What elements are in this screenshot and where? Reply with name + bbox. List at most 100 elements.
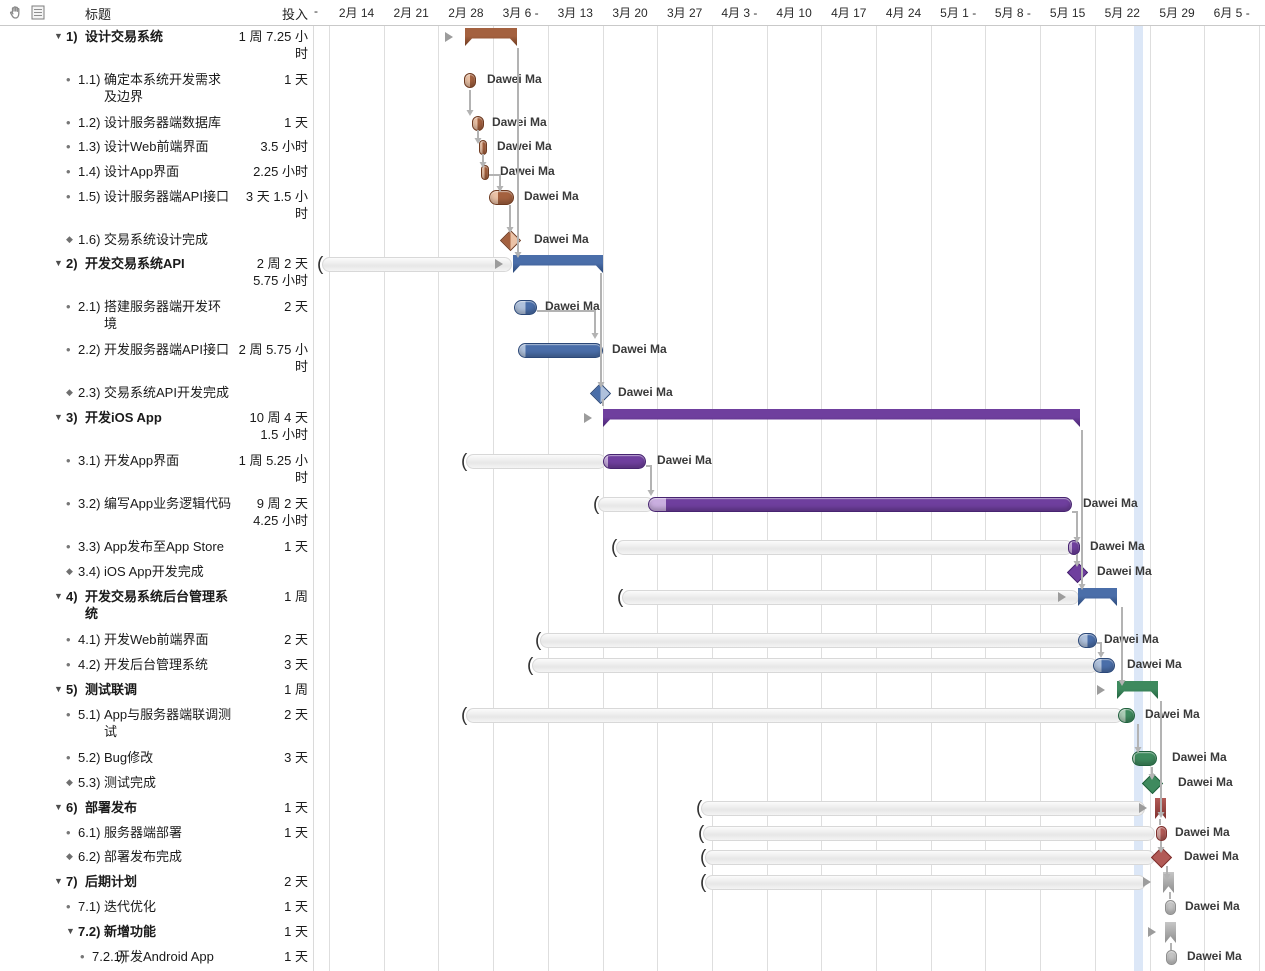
task-bar[interactable] <box>1078 633 1097 648</box>
task-row[interactable]: • 4.1) 开发Web前端界面 2 天 <box>0 628 313 653</box>
task-row[interactable]: ◆ 3.4) iOS App开发完成 <box>0 560 313 585</box>
task-bar[interactable] <box>464 73 476 88</box>
task-bar[interactable] <box>489 190 514 205</box>
task-bar[interactable] <box>1068 540 1080 555</box>
task-bar[interactable] <box>1093 658 1115 673</box>
task-row[interactable]: • 5.1) App与服务器端联调测试 2 天 <box>0 703 313 746</box>
disclosure-triangle-icon[interactable]: ▼ <box>54 591 63 601</box>
task-row[interactable]: • 1.2) 设计服务器端数据库 1 天 <box>0 111 313 135</box>
assignee-label: Dawei Ma <box>1090 539 1145 553</box>
task-row[interactable]: • 3.1) 开发App界面 1 周 5.25 小时 <box>0 449 313 492</box>
task-row[interactable]: • 7.1) 迭代优化 1 天 <box>0 895 313 920</box>
task-bar[interactable] <box>518 343 603 358</box>
panel-divider[interactable] <box>313 0 314 971</box>
task-effort: 3 天 <box>284 657 308 672</box>
slack-capsule[interactable]: ( <box>527 655 1098 676</box>
task-title: 开发App界面 <box>104 453 180 468</box>
task-row[interactable]: • 2.1) 搭建服务器端开发环境 2 天 <box>0 295 313 338</box>
slack-capsule[interactable]: ( <box>317 254 512 275</box>
disclosure-triangle-icon[interactable]: ▼ <box>54 684 63 694</box>
disclosure-triangle-icon[interactable]: ▼ <box>54 31 63 41</box>
slack-capsule[interactable]: ( <box>700 872 1146 893</box>
slack-capsule[interactable]: ( <box>593 494 654 515</box>
task-bar[interactable] <box>1156 826 1167 841</box>
task-number: 2) <box>66 256 78 271</box>
task-row[interactable]: ▼ 1) 设计交易系统 1 周 7.25 小时 <box>0 25 313 68</box>
note-icon[interactable] <box>31 5 46 26</box>
assignee-label: Dawei Ma <box>1127 657 1182 671</box>
summary-bar[interactable] <box>465 28 517 46</box>
task-row[interactable]: • 3.3) App发布至App Store 1 天 <box>0 535 313 560</box>
task-title: 部署发布 <box>85 800 138 815</box>
milestone-diamond[interactable] <box>589 382 612 405</box>
task-row[interactable]: • 1.4) 设计App界面 2.25 小时 <box>0 160 313 185</box>
milestone-diamond[interactable] <box>499 229 522 252</box>
summary-flag[interactable] <box>1163 872 1174 893</box>
task-bar[interactable] <box>514 300 537 315</box>
week-gridline <box>1258 0 1260 971</box>
summary-bar[interactable] <box>513 255 603 273</box>
task-row[interactable]: ▼ 7) 后期计划 2 天 <box>0 870 313 895</box>
task-bar[interactable] <box>472 116 484 131</box>
summary-flag[interactable] <box>1165 922 1176 943</box>
task-bar[interactable] <box>1118 708 1135 723</box>
task-row[interactable]: ▼ 7.2) 新增功能 1 天 <box>0 920 313 945</box>
slack-capsule[interactable]: ( <box>611 537 1073 558</box>
task-row[interactable]: ▼ 6) 部署发布 1 天 <box>0 796 313 821</box>
slack-capsule[interactable]: ( <box>535 630 1083 651</box>
column-header-effort[interactable]: 投入 <box>281 7 308 22</box>
task-bullet-icon: • <box>66 657 71 672</box>
task-row[interactable]: ◆ 6.2) 部署发布完成 <box>0 845 313 870</box>
milestone-diamond[interactable] <box>1150 846 1173 869</box>
milestone-diamond[interactable] <box>1066 561 1089 584</box>
task-row[interactable]: • 1.1) 确定本系统开发需求及边界 1 天 <box>0 68 313 111</box>
week-gridline <box>329 0 330 971</box>
slack-capsule[interactable]: ( <box>617 587 1079 608</box>
disclosure-triangle-icon[interactable]: ▼ <box>54 876 63 886</box>
task-row[interactable]: • 4.2) 开发后台管理系统 3 天 <box>0 653 313 678</box>
summary-bar[interactable] <box>603 409 1080 427</box>
task-bar[interactable] <box>603 454 646 469</box>
task-effort: 2.25 小时 <box>253 164 308 179</box>
task-row[interactable]: ▼ 2) 开发交易系统API 2 周 2 天 5.75 小时 <box>0 252 313 295</box>
task-bar[interactable] <box>481 165 489 180</box>
task-row[interactable]: ▼ 3) 开发iOS App 10 周 4 天 1.5 小时 <box>0 406 313 449</box>
hand-tool-icon[interactable] <box>8 5 24 26</box>
task-bar[interactable] <box>479 140 487 155</box>
task-number: 5.2) <box>78 750 101 765</box>
disclosure-triangle-icon[interactable]: ▼ <box>54 258 63 268</box>
task-row[interactable]: ◆ 1.6) 交易系统设计完成 <box>0 228 313 252</box>
task-row[interactable]: • 3.2) 编写App业务逻辑代码 9 周 2 天 4.25 小时 <box>0 492 313 535</box>
slack-capsule[interactable]: ( <box>698 823 1155 844</box>
summary-bar[interactable] <box>1078 588 1117 606</box>
task-row[interactable]: ◆ 2.3) 交易系统API开发完成 <box>0 381 313 406</box>
task-row[interactable]: • 1.5) 设计服务器端API接口 3 天 1.5 小时 <box>0 185 313 228</box>
slack-capsule[interactable]: ( <box>461 705 1123 726</box>
summary-flag[interactable] <box>1155 798 1166 819</box>
task-title: 设计服务器端API接口 <box>104 189 229 204</box>
disclosure-triangle-icon[interactable]: ▼ <box>54 802 63 812</box>
task-row[interactable]: • 5.2) Bug修改 3 天 <box>0 746 313 771</box>
task-bar[interactable] <box>1166 950 1177 965</box>
disclosure-triangle-icon[interactable]: ▼ <box>66 926 75 936</box>
task-bar[interactable] <box>648 497 1072 512</box>
task-bar[interactable] <box>1165 900 1176 915</box>
column-header-title[interactable]: 标题 <box>85 7 112 22</box>
task-row[interactable]: • 2.2) 开发服务器端API接口 2 周 5.75 小时 <box>0 338 313 381</box>
milestone-diamond[interactable] <box>1141 772 1164 795</box>
slack-capsule[interactable]: ( <box>700 847 1155 868</box>
task-row[interactable]: • 1.3) 设计Web前端界面 3.5 小时 <box>0 135 313 160</box>
task-row[interactable]: • 6.1) 服务器端部署 1 天 <box>0 821 313 845</box>
task-effort: 10 周 4 天 1.5 小时 <box>249 410 308 442</box>
task-bar[interactable] <box>1132 751 1157 766</box>
column-header-bar: 标题 投入 - 2月 14 2月 21 2月 28 3月 6 - 3月 13 3月 20 3… <box>0 0 1265 26</box>
disclosure-triangle-icon[interactable]: ▼ <box>54 412 63 422</box>
task-title: 设计交易系统 <box>85 29 164 44</box>
week-gridline <box>1040 0 1042 971</box>
task-row[interactable]: ▼ 4) 开发交易系统后台管理系统 1 周 <box>0 585 313 628</box>
task-row[interactable]: ◆ 5.3) 测试完成 <box>0 771 313 796</box>
task-row[interactable]: ▼ 5) 测试联调 1 周 <box>0 678 313 703</box>
slack-capsule[interactable]: ( <box>461 451 606 472</box>
slack-capsule[interactable]: ( <box>696 798 1145 819</box>
task-row[interactable]: • 7.2.1) 开发Android App 1 天 <box>0 945 313 971</box>
